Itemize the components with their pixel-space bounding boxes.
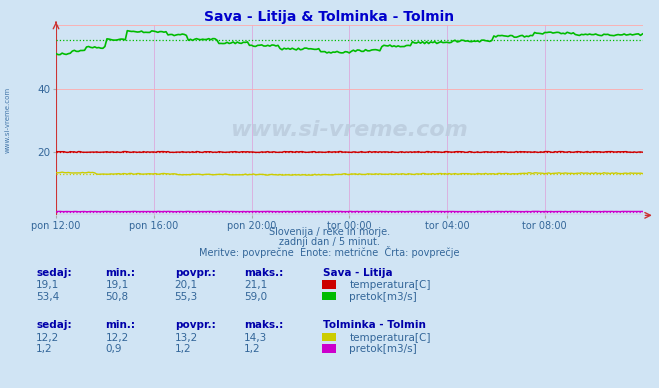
Text: sedaj:: sedaj:: [36, 268, 72, 278]
Text: maks.:: maks.:: [244, 268, 283, 278]
Text: povpr.:: povpr.:: [175, 268, 215, 278]
Text: Meritve: povprečne  Enote: metrične  Črta: povprečje: Meritve: povprečne Enote: metrične Črta:…: [199, 246, 460, 258]
Text: 13,2: 13,2: [175, 333, 198, 343]
Text: temperatura[C]: temperatura[C]: [349, 333, 431, 343]
Text: pretok[m3/s]: pretok[m3/s]: [349, 344, 417, 354]
Text: 19,1: 19,1: [36, 280, 59, 290]
Text: 21,1: 21,1: [244, 280, 267, 290]
Text: temperatura[C]: temperatura[C]: [349, 280, 431, 290]
Text: 50,8: 50,8: [105, 292, 129, 302]
Text: www.si-vreme.com: www.si-vreme.com: [231, 120, 468, 140]
Text: 19,1: 19,1: [105, 280, 129, 290]
Text: 20,1: 20,1: [175, 280, 198, 290]
Text: min.:: min.:: [105, 320, 136, 330]
Text: Slovenija / reke in morje.: Slovenija / reke in morje.: [269, 227, 390, 237]
Text: min.:: min.:: [105, 268, 136, 278]
Text: 1,2: 1,2: [36, 344, 53, 354]
Text: 55,3: 55,3: [175, 292, 198, 302]
Text: zadnji dan / 5 minut.: zadnji dan / 5 minut.: [279, 237, 380, 247]
Text: Sava - Litija & Tolminka - Tolmin: Sava - Litija & Tolminka - Tolmin: [204, 10, 455, 24]
Text: sedaj:: sedaj:: [36, 320, 72, 330]
Text: 1,2: 1,2: [244, 344, 260, 354]
Text: 1,2: 1,2: [175, 344, 191, 354]
Text: Sava - Litija: Sava - Litija: [323, 268, 393, 278]
Text: pretok[m3/s]: pretok[m3/s]: [349, 292, 417, 302]
Text: www.si-vreme.com: www.si-vreme.com: [5, 87, 11, 153]
Text: 53,4: 53,4: [36, 292, 59, 302]
Text: 0,9: 0,9: [105, 344, 122, 354]
Text: 12,2: 12,2: [36, 333, 59, 343]
Text: 14,3: 14,3: [244, 333, 267, 343]
Text: 59,0: 59,0: [244, 292, 267, 302]
Text: 12,2: 12,2: [105, 333, 129, 343]
Text: Tolminka - Tolmin: Tolminka - Tolmin: [323, 320, 426, 330]
Text: povpr.:: povpr.:: [175, 320, 215, 330]
Text: maks.:: maks.:: [244, 320, 283, 330]
